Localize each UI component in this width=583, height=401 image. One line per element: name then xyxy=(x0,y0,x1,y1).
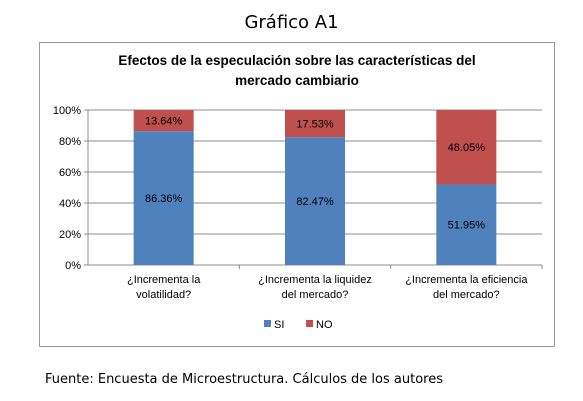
category-label: ¿Incrementa la liquidez xyxy=(258,274,372,286)
category-label: del mercado? xyxy=(282,289,349,301)
chart-frame: Efectos de la especulación sobre las car… xyxy=(39,42,555,347)
y-tick-label: 20% xyxy=(59,229,81,241)
legend-swatch-no xyxy=(306,320,313,327)
bar-si xyxy=(436,184,497,265)
bar-si xyxy=(285,137,345,265)
chart-title-line: Efectos de la especulación sobre las car… xyxy=(118,53,475,68)
source-note: Fuente: Encuesta de Microestructura. Cál… xyxy=(45,372,443,387)
bar-si xyxy=(133,131,194,265)
data-label: 82.47% xyxy=(296,196,334,208)
data-label: 51.95% xyxy=(448,220,486,232)
y-tick-label: 0% xyxy=(65,260,81,272)
data-label: 13.64% xyxy=(145,116,183,128)
category-label: del mercado? xyxy=(433,289,500,301)
chart-title-line: mercado cambiario xyxy=(235,73,359,88)
legend-label: SI xyxy=(274,319,284,331)
category-label: ¿Incrementa la xyxy=(127,274,201,286)
stacked-bar-chart: Efectos de la especulación sobre las car… xyxy=(53,53,543,331)
y-tick-label: 60% xyxy=(59,167,81,179)
bar-no xyxy=(133,110,194,132)
y-tick-label: 80% xyxy=(59,136,81,148)
category-label: ¿Incrementa la eficiencia xyxy=(405,274,528,286)
bar-no xyxy=(285,110,345,138)
category-label: volatilidad? xyxy=(136,289,191,301)
data-label: 86.36% xyxy=(145,193,183,205)
data-label: 17.53% xyxy=(296,119,334,131)
y-tick-label: 40% xyxy=(59,198,81,210)
legend-swatch-si xyxy=(264,320,271,327)
bar-no xyxy=(436,110,497,185)
y-tick-label: 100% xyxy=(53,105,81,117)
data-label: 48.05% xyxy=(448,142,486,154)
figure-label: Gráfico A1 xyxy=(244,12,339,33)
legend-label: NO xyxy=(316,319,333,331)
